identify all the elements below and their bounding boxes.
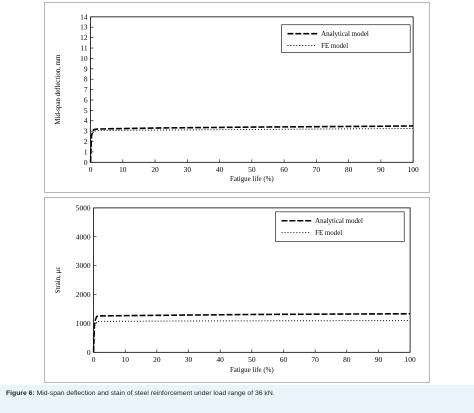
y-tick-label: 11 <box>80 43 87 52</box>
x-tick-label: 40 <box>216 355 224 364</box>
x-tick-label: 50 <box>248 355 256 364</box>
y-tick-label: 10 <box>80 54 88 63</box>
series-line-analytical <box>92 312 411 353</box>
x-axis-label: Fatigue life (%) <box>230 367 274 374</box>
y-tick-label: 7 <box>84 85 88 94</box>
x-tick-label: 0 <box>89 165 93 174</box>
legend-entry: Analytical model <box>321 31 369 38</box>
y-tick-label: 3 <box>84 127 88 136</box>
y-axis-label: Mid-span deflection, mm <box>55 54 62 125</box>
deflection-chart-panel: 0 10 20 30 40 50 60 70 80 90 100 0 1 2 3 4 5 6 7 8 9 10 11 12 13… <box>44 2 430 193</box>
x-tick-label: 70 <box>313 165 321 174</box>
y-tick-label: 5000 <box>76 203 91 212</box>
series-line-fe <box>93 320 411 353</box>
figure-caption: Figure 6: Mid-span deflection and stain … <box>0 385 474 413</box>
deflection-chart: 0 10 20 30 40 50 60 70 80 90 100012345678910111213… <box>55 12 419 183</box>
strain-chart-panel: 0 10 20 30 40 50 60 70 80 90 100 0 1000 2000 3000 4000 5… <box>44 197 430 383</box>
x-tick-label: 40 <box>216 165 224 174</box>
y-tick-label: 5 <box>84 106 88 115</box>
y-tick-label: 0 <box>87 348 91 357</box>
y-tick-label: 14 <box>80 12 88 21</box>
y-tick-label: 3000 <box>76 261 91 270</box>
caption-label: Figure 6: <box>6 390 35 397</box>
y-tick-label: 9 <box>84 64 88 73</box>
x-tick-label: 30 <box>185 355 193 364</box>
x-tick-label: 100 <box>408 165 419 174</box>
x-tick-label: 20 <box>153 355 161 364</box>
y-tick-label: 6 <box>84 95 88 104</box>
y-tick-label: 2 <box>84 137 88 146</box>
x-tick-label: 10 <box>119 165 127 174</box>
x-axis-label: Fatigue life (%) <box>230 176 274 183</box>
y-axis-label: Strain, με <box>55 267 62 294</box>
legend-entry: FE model <box>315 230 342 237</box>
x-tick-label: 70 <box>311 355 319 364</box>
y-tick-label: 1 <box>84 147 88 156</box>
y-tick-label: 4 <box>84 116 88 125</box>
x-tick-label: 30 <box>184 165 192 174</box>
legend-entry: FE model <box>321 43 348 50</box>
x-tick-label: 90 <box>375 355 383 364</box>
x-tick-label: 80 <box>343 355 351 364</box>
x-tick-label: 80 <box>345 165 353 174</box>
y-tick-label: 0 <box>84 158 88 167</box>
x-tick-label: 10 <box>122 355 130 364</box>
legend-entry: Analytical model <box>315 218 363 225</box>
y-tick-label: 12 <box>80 33 88 42</box>
caption-text: Mid-span deflection and stain of steel r… <box>34 390 275 397</box>
x-tick-label: 0 <box>92 355 96 364</box>
series-line-analytical <box>89 125 414 163</box>
strain-chart: 0 10 20 30 40 50 60 70 80 90 100010002000300040005… <box>55 203 416 374</box>
x-tick-label: 100 <box>405 355 416 364</box>
legend-box <box>281 24 411 53</box>
y-tick-label: 8 <box>84 75 88 84</box>
y-tick-label: 13 <box>80 23 88 32</box>
x-tick-label: 20 <box>151 165 159 174</box>
x-tick-label: 60 <box>280 355 288 364</box>
x-tick-label: 50 <box>248 165 256 174</box>
y-tick-label: 4000 <box>76 232 91 241</box>
legend-box <box>275 211 405 242</box>
series-line-fe <box>90 127 414 163</box>
y-tick-label: 1000 <box>76 319 91 328</box>
x-tick-label: 90 <box>377 165 385 174</box>
x-tick-label: 60 <box>280 165 288 174</box>
y-tick-label: 2000 <box>76 290 91 299</box>
